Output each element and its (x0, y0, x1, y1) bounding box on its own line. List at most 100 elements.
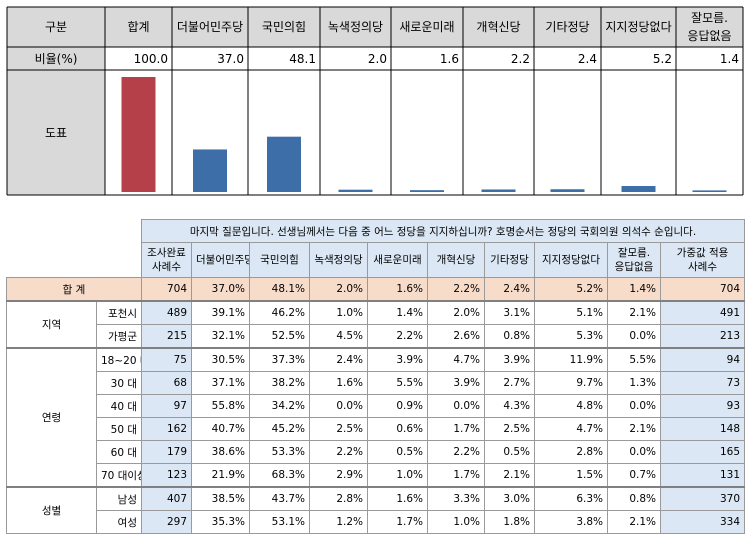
rate-value: 2.0 (368, 52, 387, 66)
percent-cell: 0.0% (309, 394, 368, 418)
rate-value: 2.4 (578, 52, 597, 66)
percent-cell: 2.1% (607, 300, 661, 325)
row-label: 여성 (96, 510, 142, 534)
percent-cell: 2.0% (427, 300, 485, 325)
percent-cell: 0.7% (607, 463, 661, 488)
column-header: 기타정당 (545, 20, 589, 34)
sample-count: 215 (141, 324, 192, 349)
percent-cell: 40.7% (191, 417, 250, 441)
percent-cell: 21.9% (191, 463, 250, 488)
percent-cell: 2.2% (427, 440, 485, 464)
rate-value: 100.0 (134, 52, 168, 66)
percent-cell: 1.2% (309, 510, 368, 534)
percent-cell: 3.3% (427, 486, 485, 511)
percent-cell: 38.2% (249, 371, 310, 395)
column-header: 더불어민주당 (177, 20, 243, 34)
percent-cell: 37.3% (249, 347, 310, 372)
total-cell: 2.4% (484, 277, 535, 302)
percent-cell: 0.5% (484, 440, 535, 464)
rate-value: 1.6 (440, 52, 459, 66)
column-header: 잘모름. 응답없음 (607, 242, 661, 278)
percent-cell: 4.5% (309, 324, 368, 349)
table-row: 70 대이상12321.9%68.3%2.9%1.0%1.7%2.1%1.5%0… (7, 463, 746, 488)
total-cell: 1.4% (607, 277, 661, 302)
percent-cell: 3.1% (484, 300, 535, 325)
column-header: 개혁신당 (427, 242, 485, 278)
column-header: 국민의힘 (249, 242, 310, 278)
total-cell: 2.2% (427, 277, 485, 302)
total-cell: 5.2% (534, 277, 608, 302)
rate-value: 48.1 (289, 52, 316, 66)
column-header: 가중값 적용 사례수 (659, 242, 746, 278)
weighted-count: 93 (659, 394, 746, 418)
percent-cell: 2.4% (309, 347, 368, 372)
sample-count: 489 (141, 300, 192, 325)
percent-cell: 4.8% (534, 394, 608, 418)
survey-table: 마지막 질문입니다. 선생님께서는 다음 중 어느 정당을 지지하십니까? 호명… (6, 219, 746, 534)
row-label: 남성 (96, 486, 142, 511)
table-row: 40 대 97 55.8% 34.2% 0.0% 0.9% 0.0% 4.3% 4.8% 0.0%… (7, 394, 746, 418)
percent-cell: 5.5% (607, 347, 661, 372)
table-row: 지역 포천시 489 39.1% 46.2% 1.0% 1.4% 2.0% 3.1% 5.1% 2.… (6, 300, 746, 349)
percent-cell: 0.0% (427, 394, 485, 418)
percent-cell: 1.3% (607, 371, 661, 395)
percent-cell: 4.3% (484, 394, 535, 418)
percent-cell: 4.7% (427, 347, 485, 372)
total-row: 합 계 704 37.0% 48.1% 2.0% 1.6% 2.2% 2.4% 5.2% 1.4%… (6, 277, 746, 302)
percent-cell: 52.5% (249, 324, 310, 349)
sample-count: 123 (141, 463, 192, 488)
percent-cell: 37.1% (191, 371, 250, 395)
percent-cell: 2.2% (367, 324, 428, 349)
total-cell: 37.0% (191, 277, 250, 302)
bar-4 (410, 190, 444, 192)
total-cell: 1.6% (367, 277, 428, 302)
percent-cell: 39.1% (191, 300, 250, 325)
sample-count: 179 (141, 440, 192, 464)
column-header: 국민의힘 (262, 20, 306, 34)
percent-cell: 3.0% (484, 486, 535, 511)
row-label: 가평군 (96, 324, 142, 349)
table-row: 여성 297 35.3% 53.1% 1.2% 1.7% 1.0% 1.8% 3.8% 2.1% 3… (7, 510, 746, 534)
percent-cell: 6.3% (534, 486, 608, 511)
percent-cell: 2.5% (309, 417, 368, 441)
total-cell: 2.0% (309, 277, 368, 302)
blank-corner (6, 219, 142, 278)
percent-cell: 2.7% (484, 371, 535, 395)
percent-cell: 53.3% (249, 440, 310, 464)
percent-cell: 0.8% (484, 324, 535, 349)
percent-cell: 1.6% (367, 486, 428, 511)
weighted-count: 94 (659, 347, 746, 372)
column-header: 새로운미래 (367, 242, 428, 278)
question-row: 마지막 질문입니다. 선생님께서는 다음 중 어느 정당을 지지하십니까? 호명… (6, 219, 746, 278)
sample-count: 97 (141, 394, 192, 418)
weighted-count: 73 (659, 371, 746, 395)
rate-value: 1.4 (720, 52, 739, 66)
percent-cell: 35.3% (191, 510, 250, 534)
label-column-bg (7, 47, 105, 195)
sample-count: 162 (141, 417, 192, 441)
weighted-count: 213 (659, 324, 746, 349)
column-header: 녹색정의당 (309, 242, 368, 278)
column-header: 더불어민주당 (191, 242, 250, 278)
row-label: 70 대이상 (96, 463, 142, 488)
sample-count: 407 (141, 486, 192, 511)
percent-cell: 1.0% (427, 510, 485, 534)
percent-cell: 1.0% (309, 300, 368, 325)
percent-cell: 9.7% (534, 371, 608, 395)
percent-cell: 2.5% (484, 417, 535, 441)
bar-5 (481, 189, 516, 192)
percent-cell: 1.6% (309, 371, 368, 395)
bar-8 (692, 190, 727, 192)
column-header: 기타정당 (484, 242, 535, 278)
column-header: 응답없음 (687, 29, 731, 43)
bar-2 (267, 136, 301, 192)
percent-cell: 45.2% (249, 417, 310, 441)
percent-cell: 1.4% (367, 300, 428, 325)
percent-cell: 2.6% (427, 324, 485, 349)
percent-cell: 0.0% (607, 394, 661, 418)
percent-cell: 38.6% (191, 440, 250, 464)
percent-cell: 5.1% (534, 300, 608, 325)
group-label: 연령 (6, 347, 97, 488)
percent-cell: 1.7% (427, 463, 485, 488)
